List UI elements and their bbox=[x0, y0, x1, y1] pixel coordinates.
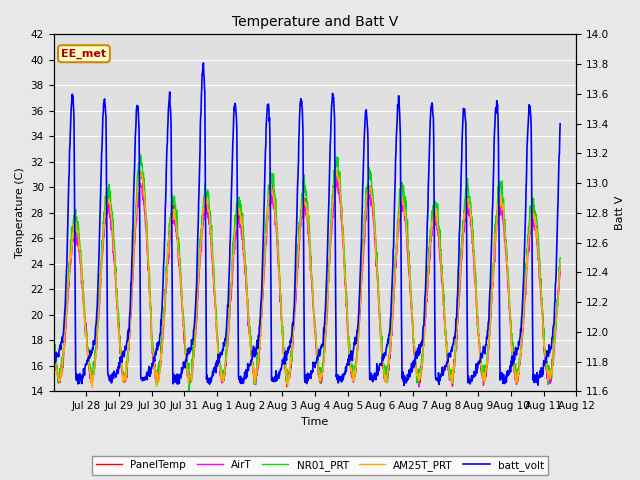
Line: AirT: AirT bbox=[54, 178, 560, 387]
Y-axis label: Temperature (C): Temperature (C) bbox=[15, 168, 25, 258]
AirT bbox=[50, 339, 58, 345]
AirT bbox=[242, 274, 250, 279]
AirT bbox=[141, 208, 148, 214]
PanelTemp bbox=[283, 384, 291, 389]
AirT bbox=[415, 384, 423, 390]
AM25T_PRT bbox=[434, 224, 442, 230]
PanelTemp bbox=[141, 203, 148, 208]
AM25T_PRT bbox=[141, 196, 148, 202]
batt_volt bbox=[200, 60, 207, 66]
NR01_PRT bbox=[243, 272, 250, 278]
batt_volt bbox=[490, 164, 497, 169]
NR01_PRT bbox=[136, 151, 144, 157]
AM25T_PRT bbox=[556, 260, 564, 265]
AirT bbox=[196, 262, 204, 268]
batt_volt bbox=[434, 378, 442, 384]
AM25T_PRT bbox=[88, 385, 96, 391]
NR01_PRT bbox=[490, 262, 497, 267]
NR01_PRT bbox=[150, 364, 158, 370]
PanelTemp bbox=[136, 169, 144, 175]
AM25T_PRT bbox=[150, 367, 158, 373]
AirT bbox=[490, 265, 497, 271]
NR01_PRT bbox=[50, 327, 58, 333]
PanelTemp bbox=[556, 262, 564, 267]
batt_volt bbox=[556, 121, 564, 127]
X-axis label: Time: Time bbox=[301, 417, 328, 427]
AM25T_PRT bbox=[242, 275, 250, 281]
PanelTemp bbox=[50, 331, 58, 336]
PanelTemp bbox=[196, 255, 204, 261]
AM25T_PRT bbox=[333, 167, 340, 172]
AM25T_PRT bbox=[490, 267, 497, 273]
NR01_PRT bbox=[556, 255, 564, 261]
Legend: PanelTemp, AirT, NR01_PRT, AM25T_PRT, batt_volt: PanelTemp, AirT, NR01_PRT, AM25T_PRT, ba… bbox=[92, 456, 548, 475]
NR01_PRT bbox=[196, 237, 204, 242]
AirT bbox=[150, 360, 158, 365]
batt_volt bbox=[242, 367, 250, 372]
PanelTemp bbox=[434, 221, 442, 227]
Line: batt_volt: batt_volt bbox=[54, 63, 560, 385]
Line: AM25T_PRT: AM25T_PRT bbox=[54, 169, 560, 388]
batt_volt bbox=[196, 160, 204, 166]
AirT bbox=[556, 269, 564, 275]
Line: NR01_PRT: NR01_PRT bbox=[54, 154, 560, 391]
Line: PanelTemp: PanelTemp bbox=[54, 172, 560, 386]
NR01_PRT bbox=[434, 202, 442, 207]
Y-axis label: Batt V: Batt V bbox=[615, 196, 625, 230]
NR01_PRT bbox=[186, 388, 193, 394]
PanelTemp bbox=[150, 359, 158, 364]
AM25T_PRT bbox=[50, 331, 58, 337]
Title: Temperature and Batt V: Temperature and Batt V bbox=[232, 15, 398, 29]
AirT bbox=[333, 175, 341, 181]
batt_volt bbox=[141, 377, 148, 383]
batt_volt bbox=[400, 383, 408, 388]
PanelTemp bbox=[490, 265, 497, 271]
batt_volt bbox=[50, 363, 58, 369]
AM25T_PRT bbox=[196, 245, 204, 251]
AirT bbox=[434, 226, 442, 232]
batt_volt bbox=[150, 356, 158, 362]
NR01_PRT bbox=[141, 190, 148, 195]
PanelTemp bbox=[242, 276, 250, 281]
Text: EE_met: EE_met bbox=[61, 48, 106, 59]
